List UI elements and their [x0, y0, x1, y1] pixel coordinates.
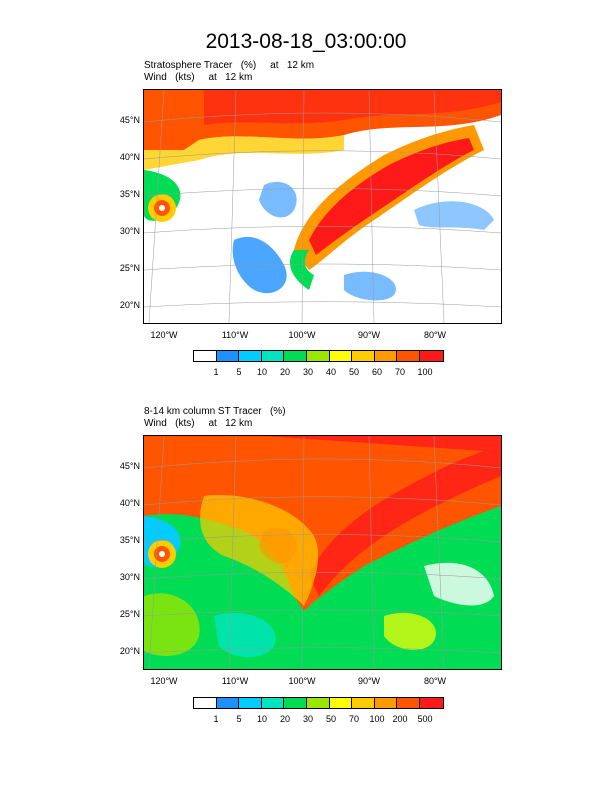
panel-1-lat-label: 40°N — [119, 152, 140, 162]
colorbar-swatch — [419, 698, 443, 708]
panel-2-colorbar-label: 70 — [348, 714, 359, 724]
colorbar-swatch — [374, 698, 398, 708]
panel-1-colorbar-label: 1 — [213, 367, 219, 377]
panel-1-lon-label: 80°W — [423, 330, 447, 340]
panel-1-map — [143, 89, 502, 324]
panel-2-header-line1: 8-14 km column ST Tracer (%) — [144, 406, 286, 417]
panel-2-lon-label: 100°W — [288, 676, 316, 686]
panel-2-lon-label: 90°W — [357, 676, 381, 686]
colorbar-swatch — [284, 698, 307, 708]
colorbar-swatch — [306, 698, 330, 708]
panel-2-lat-label: 20°N — [119, 646, 140, 656]
panel-1-header-line2: Wind (kts) at 12 km — [144, 72, 253, 83]
panel-1-lon-label: 100°W — [288, 330, 316, 340]
panel-1-lat-label: 25°N — [119, 263, 140, 273]
panel-1-colorbar-label: 70 — [394, 367, 405, 377]
panel-2-lon-label: 80°W — [423, 676, 447, 686]
panel-1-lon-label: 110°W — [221, 330, 249, 340]
panel-1-lat-label: 20°N — [119, 300, 140, 310]
colorbar-swatch — [352, 698, 375, 708]
panel-1-colorbar-label: 60 — [371, 367, 382, 377]
colorbar-swatch — [261, 698, 285, 708]
colorbar-swatch — [374, 351, 398, 361]
panel-2-lon-label: 120°W — [150, 676, 178, 686]
colorbar-swatch — [397, 698, 420, 708]
colorbar-swatch — [194, 698, 217, 708]
panel-2-colorbar-label: 5 — [236, 714, 242, 724]
panel-1-colorbar-label: 10 — [256, 367, 267, 377]
colorbar-swatch — [216, 351, 240, 361]
panel-2-colorbar — [193, 697, 444, 709]
panel-1-lon-label: 120°W — [150, 330, 178, 340]
panel-1-header-line1: Stratosphere Tracer (%) at 12 km — [144, 60, 315, 71]
panel-1-lon-label: 90°W — [357, 330, 381, 340]
panel-1-colorbar-label: 100 — [417, 367, 433, 377]
panel-2-lat-label: 25°N — [119, 609, 140, 619]
colorbar-swatch — [352, 351, 375, 361]
panel-1-colorbar-label: 20 — [279, 367, 290, 377]
colorbar-swatch — [216, 698, 240, 708]
main-title: 2013-08-18_03:00:00 — [205, 30, 407, 53]
panel-1-lat-label: 45°N — [119, 115, 140, 125]
panel-2-colorbar-label: 500 — [417, 714, 433, 724]
panel-1-colorbar-label: 40 — [325, 367, 336, 377]
panel-2-lat-label: 45°N — [119, 461, 140, 471]
colorbar-swatch — [419, 351, 443, 361]
panel-2-colorbar-label: 100 — [369, 714, 385, 724]
colorbar-swatch — [239, 351, 262, 361]
panel-2-lat-label: 40°N — [119, 498, 140, 508]
colorbar-swatch — [261, 351, 285, 361]
panel-1-lat-label: 35°N — [119, 189, 140, 199]
panel-2-lat-label: 30°N — [119, 572, 140, 582]
panel-1-colorbar-label: 50 — [348, 367, 359, 377]
panel-1-header: Stratosphere Tracer (%) at 12 km Wind (k… — [144, 60, 314, 84]
panel-2-colorbar-label: 200 — [392, 714, 408, 724]
panel-2-colorbar-label: 30 — [302, 714, 313, 724]
panel-1-colorbar — [193, 350, 444, 362]
panel-2-colorbar-label: 1 — [213, 714, 219, 724]
panel-2-colorbar-label: 10 — [256, 714, 267, 724]
panel-2-lat-label: 35°N — [119, 535, 140, 545]
panel-1-lat-label: 30°N — [119, 226, 140, 236]
colorbar-swatch — [397, 351, 420, 361]
panel-2-colorbar-label: 20 — [279, 714, 290, 724]
colorbar-swatch — [329, 351, 353, 361]
panel-2-lon-label: 110°W — [221, 676, 249, 686]
panel-2-header: 8-14 km column ST Tracer (%) Wind (kts) … — [144, 406, 286, 430]
colorbar-swatch — [239, 698, 262, 708]
panel-2-header-line2: Wind (kts) at 12 km — [144, 418, 253, 429]
colorbar-swatch — [306, 351, 330, 361]
colorbar-swatch — [284, 351, 307, 361]
colorbar-swatch — [194, 351, 217, 361]
panel-2-map — [143, 435, 502, 670]
panel-2-colorbar-label: 50 — [325, 714, 336, 724]
colorbar-swatch — [329, 698, 353, 708]
panel-1-colorbar-label: 30 — [302, 367, 313, 377]
panel-1-colorbar-label: 5 — [236, 367, 242, 377]
